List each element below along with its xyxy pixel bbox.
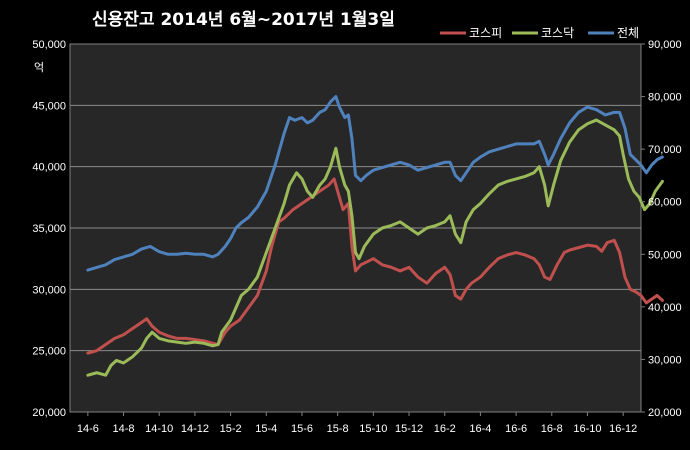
y-right-tick-label: 70,000 <box>648 144 682 156</box>
x-tick-label: 15-12 <box>395 423 423 435</box>
y-right-tick-label: 20,000 <box>648 407 682 419</box>
legend: 코스피 코스닥 전체 <box>440 26 639 40</box>
x-tick-label: 15-6 <box>291 423 313 435</box>
x-tick-label: 14-6 <box>77 423 99 435</box>
y-right-tick-label: 30,000 <box>648 354 682 366</box>
x-tick-label: 15-10 <box>359 423 387 435</box>
left-axis-unit: 억 <box>34 61 44 74</box>
x-tick-label: 14-10 <box>145 423 173 435</box>
series-line-kosdaq <box>86 118 664 377</box>
x-axis: 14-6 14-8 14-10 14-12 15-2 15-4 15-6 15-8 15-10 1… <box>77 412 637 435</box>
legend-label-total: 전체 <box>617 26 639 40</box>
x-tick-label: 16-8 <box>541 423 563 435</box>
legend-label-kosdaq: 코스닥 <box>541 26 574 40</box>
y-axis-left: 20,000 25,000 30,000 35,000 40,000 45,000 50,0… <box>32 39 66 419</box>
x-tick-label: 16-10 <box>573 423 601 435</box>
x-tick-label: 14-12 <box>181 423 209 435</box>
y-left-tick-label: 35,000 <box>32 223 66 235</box>
y-right-tick-label: 90,000 <box>648 39 682 51</box>
x-tick-label: 16-12 <box>609 423 637 435</box>
series-lines <box>86 95 664 377</box>
x-tick-label: 16-6 <box>505 423 527 435</box>
y-left-tick-label: 25,000 <box>32 346 66 358</box>
y-left-tick-label: 20,000 <box>32 407 66 419</box>
series-line-total <box>86 95 664 272</box>
y-left-tick-label: 50,000 <box>32 39 66 51</box>
x-tick-label: 15-2 <box>220 423 242 435</box>
x-tick-label: 15-8 <box>327 423 349 435</box>
y-right-tick-label: 40,000 <box>648 302 682 314</box>
y-right-tick-label: 80,000 <box>648 92 682 104</box>
y-axis-right: 20,000 30,000 40,000 50,000 60,000 70,000 80,0… <box>641 39 682 419</box>
series-line-kospi <box>86 177 664 355</box>
chart-title: 신용잔고 2014년 6월~2017년 1월3일 <box>92 10 395 30</box>
y-right-tick-label: 50,000 <box>648 249 682 261</box>
x-tick-label: 16-4 <box>469 423 491 435</box>
y-right-tick-label: 60,000 <box>648 197 682 209</box>
x-tick-label: 16-2 <box>434 423 456 435</box>
y-left-tick-label: 40,000 <box>32 162 66 174</box>
x-tick-label: 14-8 <box>113 423 135 435</box>
legend-label-kospi: 코스피 <box>469 26 502 40</box>
y-left-tick-label: 30,000 <box>32 284 66 296</box>
y-left-tick-label: 45,000 <box>32 100 66 112</box>
x-tick-label: 15-4 <box>255 423 277 435</box>
